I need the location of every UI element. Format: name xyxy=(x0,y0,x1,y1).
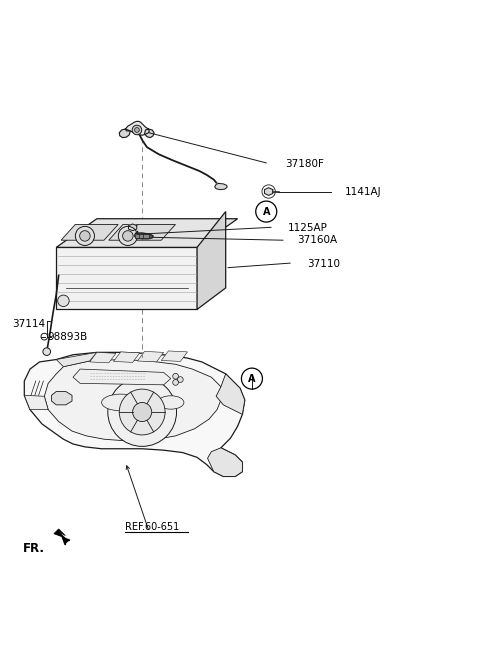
Circle shape xyxy=(118,227,137,246)
Polygon shape xyxy=(56,352,97,367)
Polygon shape xyxy=(44,359,222,441)
Text: 37114: 37114 xyxy=(12,319,45,328)
Circle shape xyxy=(80,231,90,241)
Polygon shape xyxy=(197,212,226,309)
Circle shape xyxy=(173,373,179,379)
Polygon shape xyxy=(161,351,188,361)
Text: 37110: 37110 xyxy=(307,259,340,269)
Text: 37160A: 37160A xyxy=(297,235,337,245)
Polygon shape xyxy=(216,374,245,415)
Polygon shape xyxy=(56,248,197,309)
Circle shape xyxy=(119,389,165,435)
Circle shape xyxy=(178,376,183,382)
Polygon shape xyxy=(90,352,116,363)
Polygon shape xyxy=(134,233,153,238)
Circle shape xyxy=(75,227,95,246)
Text: A: A xyxy=(263,206,270,217)
Circle shape xyxy=(134,127,139,132)
Circle shape xyxy=(43,348,50,355)
Circle shape xyxy=(58,295,69,307)
Polygon shape xyxy=(24,352,245,476)
Ellipse shape xyxy=(102,394,140,411)
Text: 98893B: 98893B xyxy=(48,332,88,342)
Polygon shape xyxy=(125,122,149,135)
Polygon shape xyxy=(129,224,137,231)
Ellipse shape xyxy=(157,396,184,409)
Text: 37180F: 37180F xyxy=(285,159,324,169)
Polygon shape xyxy=(264,188,273,195)
Polygon shape xyxy=(137,351,164,362)
Text: 1125AP: 1125AP xyxy=(288,223,327,233)
Circle shape xyxy=(173,380,179,385)
Polygon shape xyxy=(56,219,238,248)
Polygon shape xyxy=(73,369,171,385)
Bar xyxy=(143,233,149,238)
Polygon shape xyxy=(144,129,154,137)
Text: A: A xyxy=(248,374,256,384)
Circle shape xyxy=(108,378,177,446)
Polygon shape xyxy=(54,529,68,543)
Polygon shape xyxy=(109,225,176,240)
Polygon shape xyxy=(215,183,227,190)
Polygon shape xyxy=(207,448,242,476)
Circle shape xyxy=(132,125,142,135)
Text: REF.60-651: REF.60-651 xyxy=(125,522,180,532)
Polygon shape xyxy=(24,396,48,409)
Circle shape xyxy=(132,403,152,422)
Polygon shape xyxy=(51,392,72,405)
Text: FR.: FR. xyxy=(23,541,45,555)
Bar xyxy=(139,233,144,238)
Polygon shape xyxy=(119,129,130,137)
Text: 1141AJ: 1141AJ xyxy=(345,187,382,198)
Polygon shape xyxy=(114,352,140,363)
Bar xyxy=(134,233,140,238)
Circle shape xyxy=(122,231,133,241)
Polygon shape xyxy=(61,225,118,240)
